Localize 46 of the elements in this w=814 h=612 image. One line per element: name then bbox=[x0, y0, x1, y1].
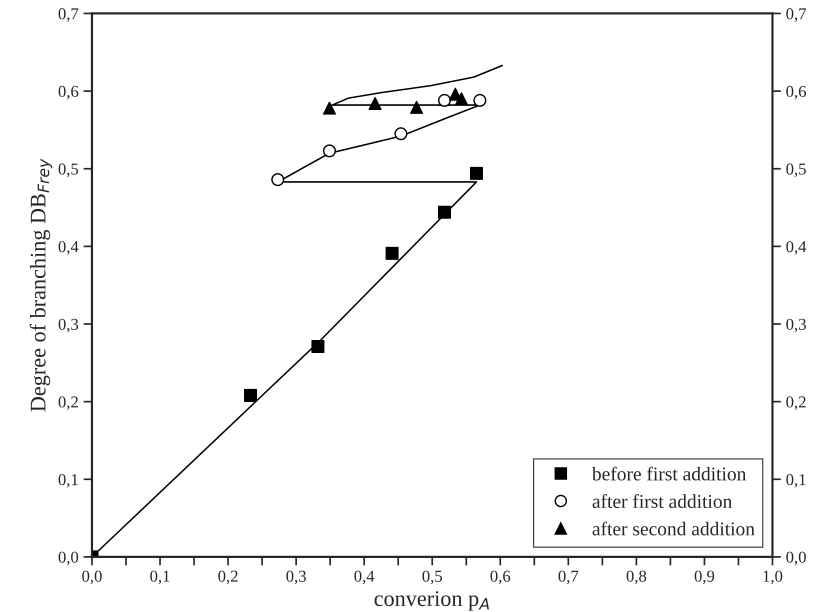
y-tick-label: 0,2 bbox=[58, 396, 78, 410]
x-tick-label: 0,9 bbox=[694, 570, 714, 584]
point bbox=[386, 246, 399, 260]
x-tick-label: 0,8 bbox=[626, 570, 646, 584]
point bbox=[438, 94, 451, 107]
y2-tick-label: 0,0 bbox=[786, 552, 806, 566]
legend-label: after second addition bbox=[592, 522, 755, 536]
point bbox=[470, 166, 483, 180]
y2-tick-label: 0,4 bbox=[786, 241, 806, 255]
x-tick-label: 0,6 bbox=[490, 570, 510, 584]
point bbox=[473, 94, 486, 107]
point bbox=[322, 102, 336, 115]
y2-tick-label: 0,2 bbox=[786, 396, 806, 410]
point bbox=[322, 144, 336, 158]
point bbox=[410, 100, 424, 114]
point bbox=[244, 388, 258, 402]
y-tick-label: 0,1 bbox=[58, 474, 78, 488]
legend-label: before first addition bbox=[592, 466, 746, 481]
point bbox=[394, 127, 408, 140]
point bbox=[454, 92, 468, 106]
point bbox=[438, 206, 451, 219]
x-tick-label: 0,7 bbox=[558, 570, 578, 584]
point bbox=[271, 173, 284, 186]
y2-tick-label: 0,6 bbox=[786, 86, 806, 100]
point bbox=[311, 340, 324, 354]
y2-tick-label: 0,3 bbox=[786, 318, 806, 332]
legend-label: after first addition bbox=[592, 494, 732, 508]
x-tick-label: 1,0 bbox=[764, 570, 782, 584]
y-tick-label: 0,4 bbox=[58, 241, 79, 255]
x-tick-label: 0,5 bbox=[422, 570, 442, 584]
y-tick-label: 0,6 bbox=[58, 86, 78, 100]
y-tick-label: 0,0 bbox=[58, 552, 78, 566]
y2-tick-label: 0,1 bbox=[786, 474, 806, 488]
x-tick-label: 0,4 bbox=[354, 570, 374, 584]
y-tick-label: 0,3 bbox=[58, 318, 78, 332]
x-tick-label: 0,3 bbox=[286, 570, 306, 584]
x-tick-label: 0,0 bbox=[82, 570, 102, 584]
x-axis-title: converion p$_{A}$ bbox=[374, 591, 489, 611]
x-tick-label: 0,2 bbox=[218, 570, 238, 584]
point bbox=[368, 97, 382, 110]
y-tick-label: 0,5 bbox=[58, 163, 78, 178]
y-axis-title: Degree of branching DB$_{Frey}$ bbox=[30, 158, 52, 412]
y2-tick-label: 0,5 bbox=[786, 163, 806, 178]
y2-tick-label: 0,7 bbox=[786, 8, 806, 22]
x-tick-label: 0,1 bbox=[150, 570, 170, 584]
y-tick-label: 0,7 bbox=[58, 8, 78, 22]
